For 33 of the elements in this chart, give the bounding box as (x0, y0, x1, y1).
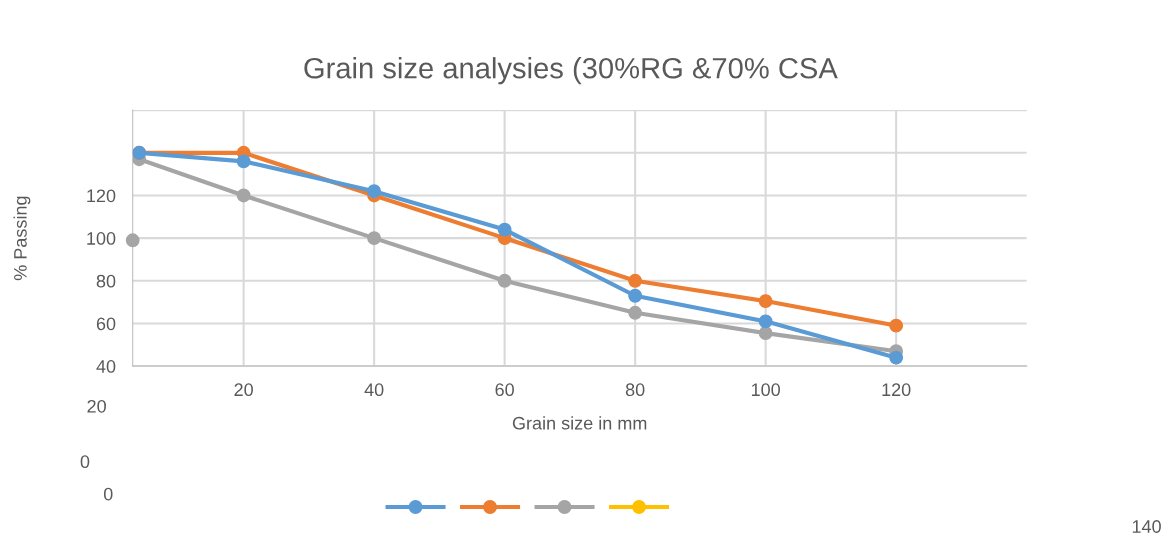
point (125, 233, 140, 248)
x-axis-title: Grain size in mm (512, 416, 647, 430)
y-axis-title: % Passing (13, 196, 31, 281)
text: 20 (87, 399, 106, 413)
point (497, 222, 512, 237)
x-tick-label: 60 (495, 383, 514, 397)
point (758, 326, 773, 341)
y-tick-label: 40 (96, 360, 116, 373)
chart-title: Grain size analysies (30%RG &70% CSA (304, 57, 838, 85)
point (367, 231, 382, 246)
point (236, 154, 251, 169)
x-tick-label: 20 (234, 383, 253, 397)
y-tick-label: 60 (96, 317, 116, 331)
point (889, 350, 904, 365)
y-tick-label: 100 (87, 232, 116, 245)
point (367, 184, 382, 199)
y-tick-label: 80 (96, 274, 116, 288)
x-tick-label: 80 (625, 383, 645, 397)
x-tick-label: 100 (751, 383, 780, 397)
point (889, 318, 904, 333)
point (628, 273, 643, 288)
text: 0 (80, 455, 90, 469)
text: 0 (103, 487, 113, 501)
x-tick-label: 40 (364, 383, 384, 397)
point (758, 314, 773, 329)
point (236, 188, 251, 203)
point (628, 288, 643, 303)
x-tick-label: 120 (882, 383, 911, 397)
point (628, 305, 643, 320)
y-tick-label: 120 (87, 189, 116, 203)
point (497, 273, 512, 288)
point (758, 294, 773, 309)
text: 140 (1132, 520, 1161, 533)
